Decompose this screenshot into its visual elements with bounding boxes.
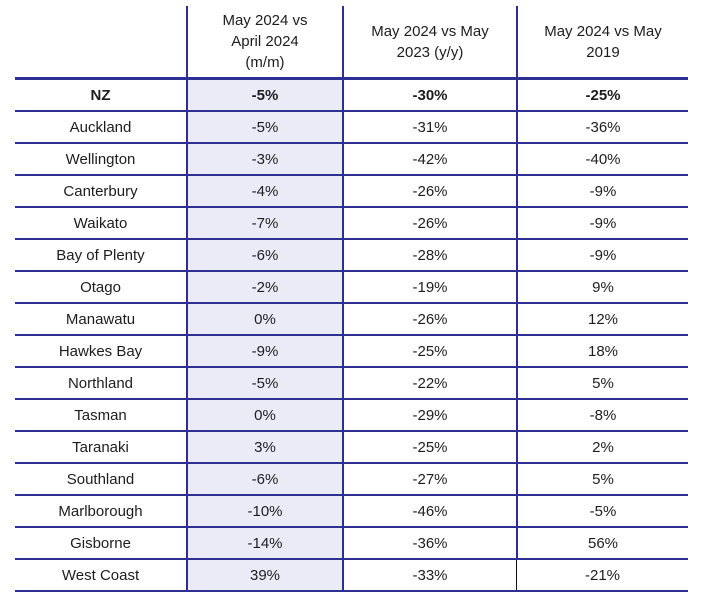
value-cell: -33% [342, 560, 516, 590]
table-row: Waikato -7% -26% -9% [15, 208, 688, 240]
table-row: West Coast 39% -33% -21% [15, 560, 688, 592]
table-row: Hawkes Bay -9% -25% 18% [15, 336, 688, 368]
value-cell: 39% [186, 560, 342, 590]
value-cell: 18% [516, 336, 688, 366]
value-cell: -28% [342, 240, 516, 270]
table-row: Northland -5% -22% 5% [15, 368, 688, 400]
value-cell: -26% [342, 304, 516, 334]
table-row: Bay of Plenty -6% -28% -9% [15, 240, 688, 272]
value-cell: 3% [186, 432, 342, 462]
regional-change-table: May 2024 vs April 2024 (m/m) May 2024 vs… [15, 6, 688, 592]
table-row: Tasman 0% -29% -8% [15, 400, 688, 432]
table-header-row: May 2024 vs April 2024 (m/m) May 2024 vs… [15, 6, 688, 80]
region-label: NZ [15, 80, 186, 110]
header-cell-yy: May 2024 vs May 2023 (y/y) [342, 6, 516, 77]
region-label: Wellington [15, 144, 186, 174]
region-label: Gisborne [15, 528, 186, 558]
value-cell: -8% [516, 400, 688, 430]
region-label: Tasman [15, 400, 186, 430]
table-row: Gisborne -14% -36% 56% [15, 528, 688, 560]
table-row: Marlborough -10% -46% -5% [15, 496, 688, 528]
value-cell: -27% [342, 464, 516, 494]
value-cell: -29% [342, 400, 516, 430]
table-row: Wellington -3% -42% -40% [15, 144, 688, 176]
value-cell: -40% [516, 144, 688, 174]
value-cell: 5% [516, 368, 688, 398]
value-cell: -9% [516, 208, 688, 238]
value-cell: 0% [186, 400, 342, 430]
value-cell: -14% [186, 528, 342, 558]
region-label: Hawkes Bay [15, 336, 186, 366]
region-label: Taranaki [15, 432, 186, 462]
table-row: Auckland -5% -31% -36% [15, 112, 688, 144]
value-cell: -36% [342, 528, 516, 558]
value-cell: -3% [186, 144, 342, 174]
value-cell: -10% [186, 496, 342, 526]
value-cell: -5% [186, 112, 342, 142]
value-cell: -9% [186, 336, 342, 366]
region-label: Bay of Plenty [15, 240, 186, 270]
value-cell: -42% [342, 144, 516, 174]
region-label: Canterbury [15, 176, 186, 206]
value-cell: -46% [342, 496, 516, 526]
value-cell: 9% [516, 272, 688, 302]
region-label: Otago [15, 272, 186, 302]
value-cell: -4% [186, 176, 342, 206]
value-cell: -30% [342, 80, 516, 110]
region-label: West Coast [15, 560, 186, 590]
value-cell: -2% [186, 272, 342, 302]
value-cell: -5% [186, 368, 342, 398]
header-cell-blank [15, 6, 186, 77]
region-label: Manawatu [15, 304, 186, 334]
value-cell: -22% [342, 368, 516, 398]
table-row: Southland -6% -27% 5% [15, 464, 688, 496]
value-cell: -21% [516, 560, 688, 590]
value-cell: -36% [516, 112, 688, 142]
value-cell: -26% [342, 208, 516, 238]
value-cell: 2% [516, 432, 688, 462]
value-cell: -6% [186, 464, 342, 494]
table-row: Manawatu 0% -26% 12% [15, 304, 688, 336]
header-cell-2019: May 2024 vs May 2019 [516, 6, 688, 77]
region-label: Northland [15, 368, 186, 398]
table-row: Otago -2% -19% 9% [15, 272, 688, 304]
value-cell: -31% [342, 112, 516, 142]
value-cell: -5% [186, 80, 342, 110]
value-cell: -6% [186, 240, 342, 270]
table-body: NZ -5% -30% -25% Auckland -5% -31% -36% Wellingt… [15, 80, 688, 592]
table-row: Taranaki 3% -25% 2% [15, 432, 688, 464]
table-row: NZ -5% -30% -25% [15, 80, 688, 112]
value-cell: -19% [342, 272, 516, 302]
region-label: Auckland [15, 112, 186, 142]
value-cell: -9% [516, 176, 688, 206]
value-cell: 5% [516, 464, 688, 494]
value-cell: -9% [516, 240, 688, 270]
table-row: Canterbury -4% -26% -9% [15, 176, 688, 208]
region-label: Southland [15, 464, 186, 494]
region-label: Marlborough [15, 496, 186, 526]
value-cell: 0% [186, 304, 342, 334]
value-cell: -5% [516, 496, 688, 526]
region-label: Waikato [15, 208, 186, 238]
value-cell: -25% [516, 80, 688, 110]
value-cell: -7% [186, 208, 342, 238]
value-cell: -25% [342, 432, 516, 462]
value-cell: -26% [342, 176, 516, 206]
value-cell: 12% [516, 304, 688, 334]
header-cell-mm: May 2024 vs April 2024 (m/m) [186, 6, 342, 77]
value-cell: 56% [516, 528, 688, 558]
value-cell: -25% [342, 336, 516, 366]
